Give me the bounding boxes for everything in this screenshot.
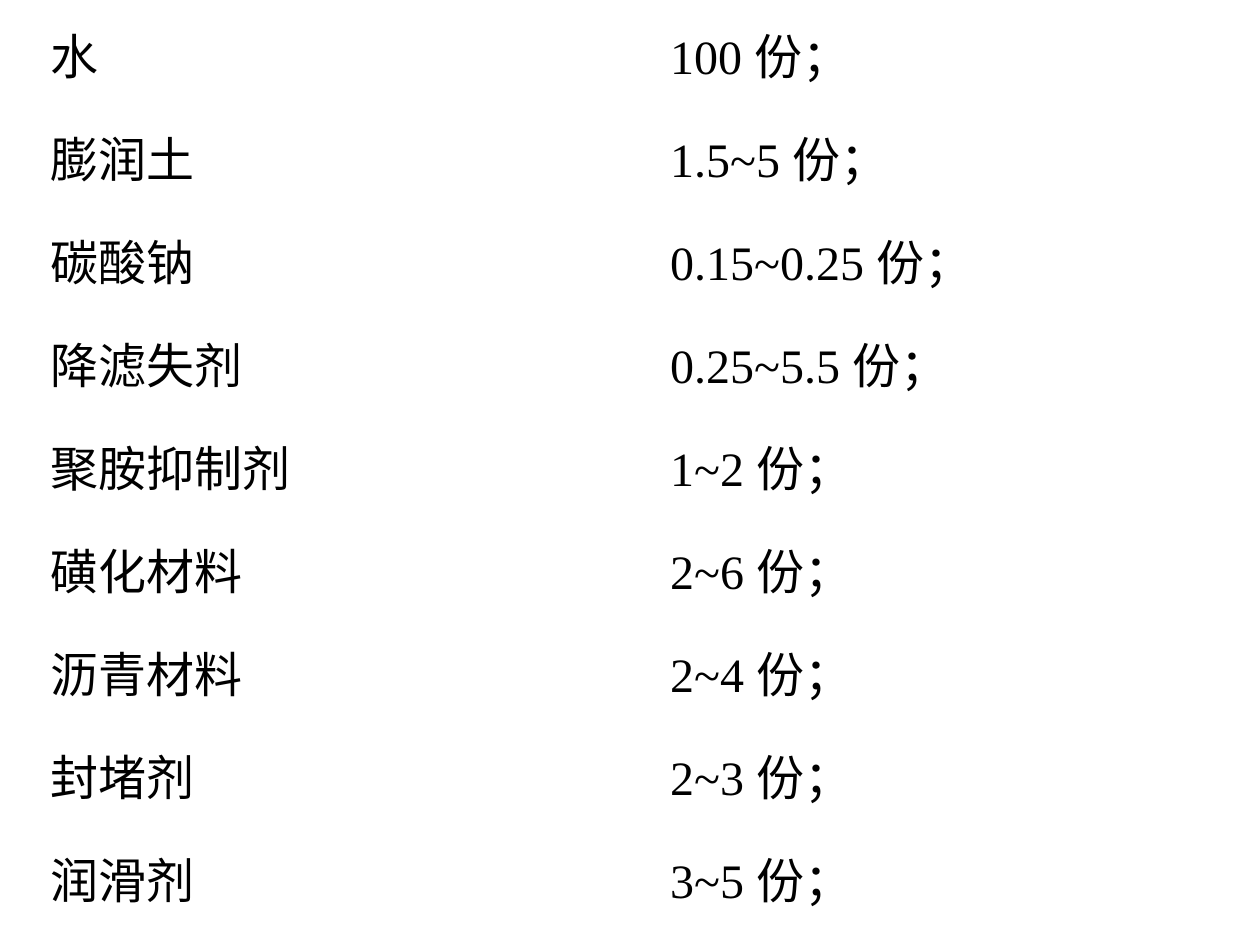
list-row: 聚胺抑制剂 1~2 份； xyxy=(50,430,1240,533)
ingredient-label: 润滑剂 xyxy=(50,842,670,912)
list-row: 封堵剂 2~3 份； xyxy=(50,739,1240,842)
composition-list: 水 100 份； 膨润土 1.5~5 份； 碳酸钠 0.15~0.25 份； 降… xyxy=(0,0,1240,952)
list-row: 沥青材料 2~4 份； xyxy=(50,636,1240,739)
ingredient-value: 1.5~5 份； xyxy=(670,121,888,191)
list-row: 水 100 份； xyxy=(50,18,1240,121)
ingredient-value: 3~5 份； xyxy=(670,842,852,912)
ingredient-value: 2~4 份； xyxy=(670,636,852,706)
ingredient-label: 磺化材料 xyxy=(50,533,670,603)
ingredient-label: 水 xyxy=(50,18,670,88)
list-row: 膨润土 1.5~5 份； xyxy=(50,121,1240,224)
list-row: 碳酸钠 0.15~0.25 份； xyxy=(50,224,1240,327)
ingredient-value: 2~6 份； xyxy=(670,533,852,603)
ingredient-label: 聚胺抑制剂 xyxy=(50,430,670,500)
list-row: 磺化材料 2~6 份； xyxy=(50,533,1240,636)
ingredient-value: 1~2 份； xyxy=(670,430,852,500)
ingredient-value: 0.15~0.25 份； xyxy=(670,224,972,294)
list-row: 降滤失剂 0.25~5.5 份； xyxy=(50,327,1240,430)
ingredient-value: 2~3 份； xyxy=(670,739,852,809)
ingredient-label: 沥青材料 xyxy=(50,636,670,706)
list-row: 润滑剂 3~5 份； xyxy=(50,842,1240,945)
ingredient-value: 0.25~5.5 份； xyxy=(670,327,948,397)
ingredient-label: 膨润土 xyxy=(50,121,670,191)
ingredient-value: 100 份； xyxy=(670,18,850,88)
ingredient-label: 碳酸钠 xyxy=(50,224,670,294)
ingredient-label: 封堵剂 xyxy=(50,739,670,809)
ingredient-label: 降滤失剂 xyxy=(50,327,670,397)
